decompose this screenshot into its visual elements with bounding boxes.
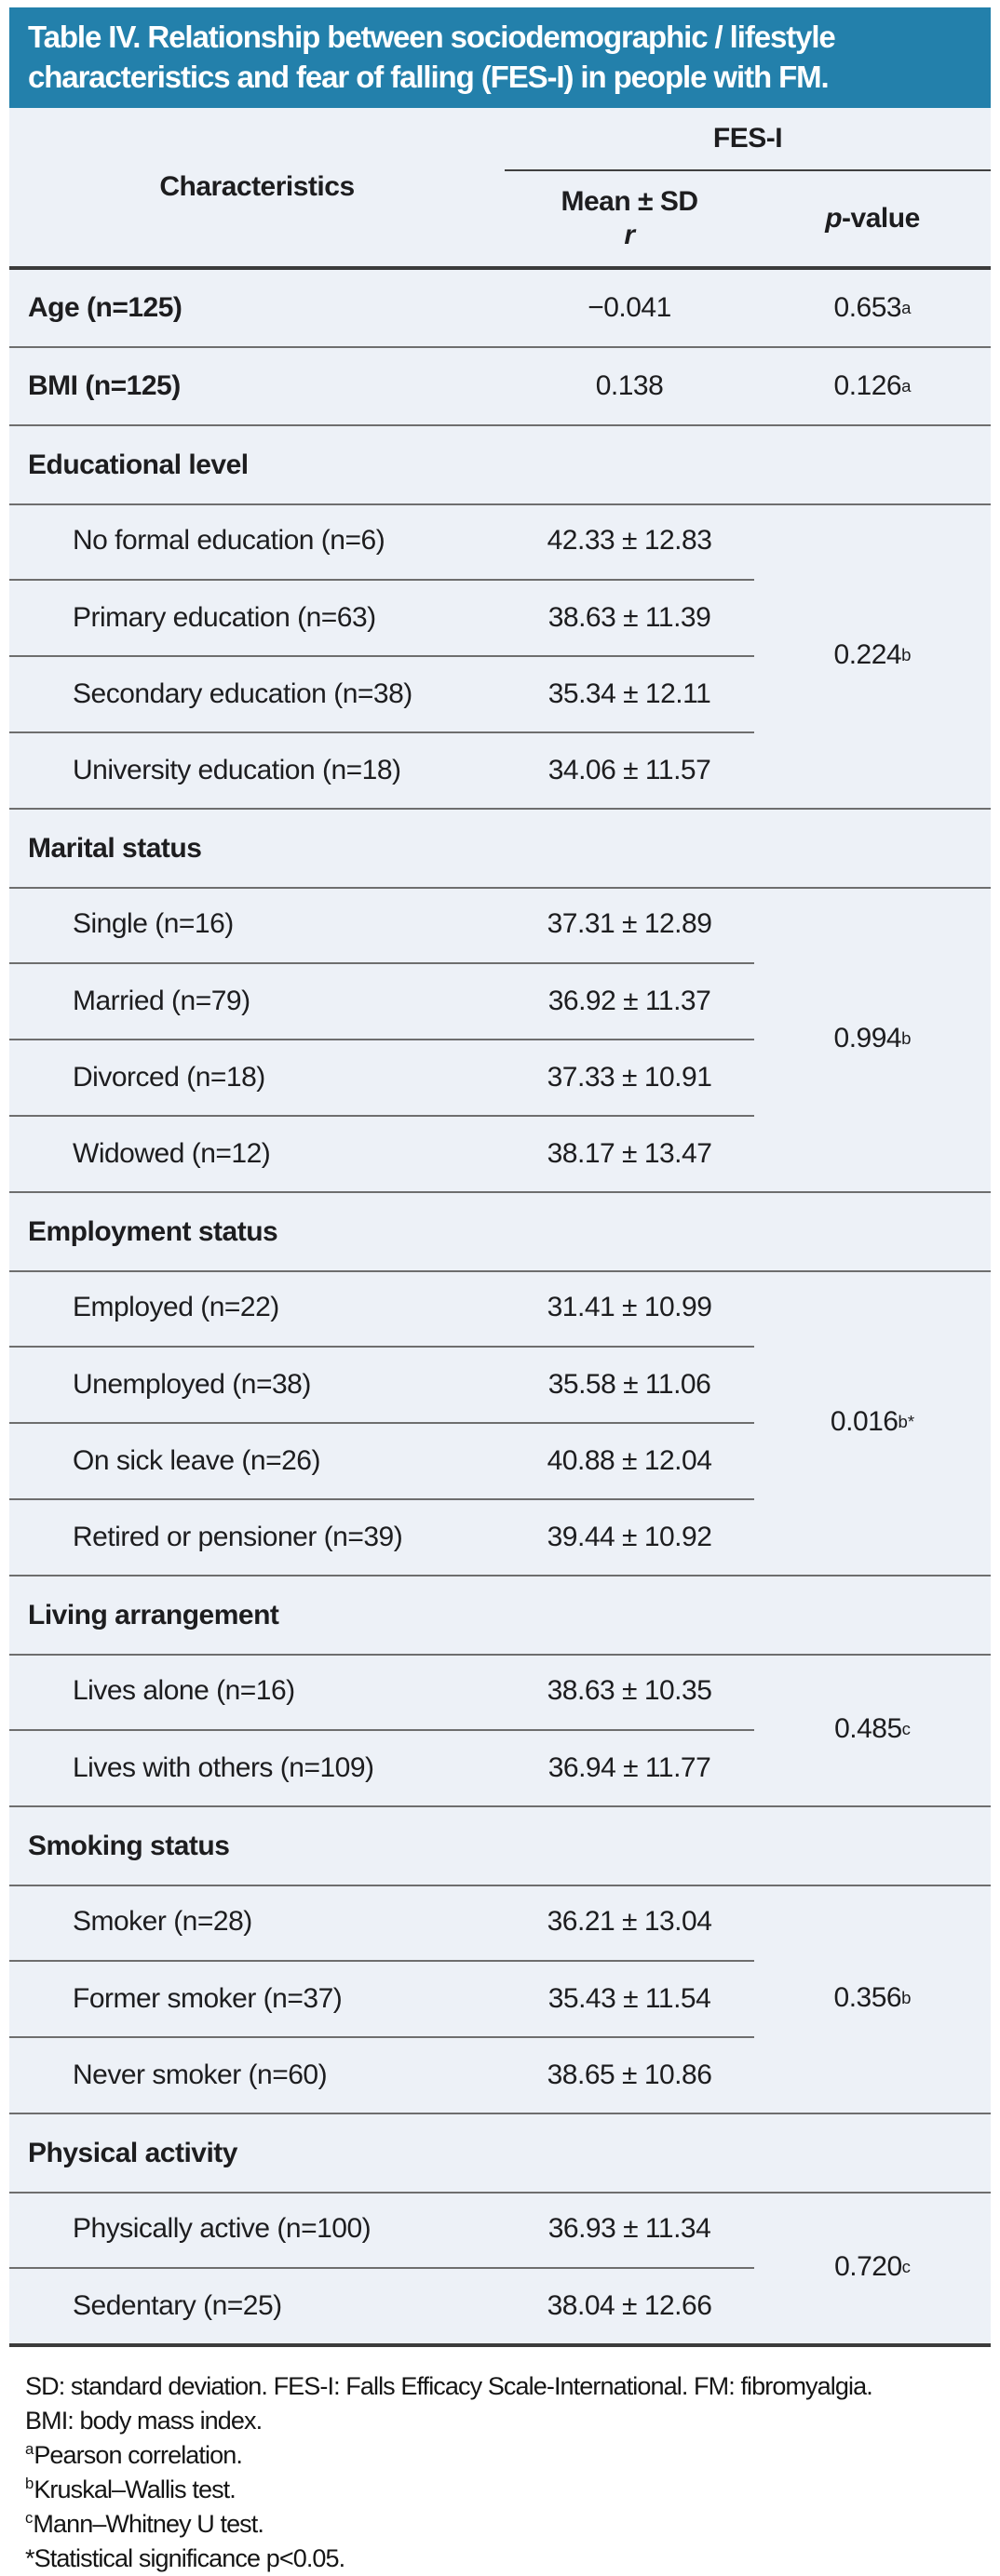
footnotes: SD: standard deviation. FES-I: Falls Eff…	[9, 2347, 991, 2576]
p-value-column-header: p -value	[754, 171, 991, 266]
p-italic: p	[825, 203, 843, 234]
mean-sd-value: 38.63 ± 10.35	[547, 1675, 712, 1706]
p-value: 0.994 b	[833, 1023, 912, 1053]
row-label: Lives alone (n=16)	[73, 1675, 295, 1706]
r-value: −0.041	[588, 292, 671, 323]
mean-sd-value: 36.21 ± 13.04	[547, 1906, 712, 1937]
section-header: Smoking status	[9, 1807, 991, 1886]
section-educational-level: Educational level No formal education (n…	[9, 424, 991, 808]
r-symbol: r	[624, 220, 635, 250]
section-marital-status: Marital status Single (n=16) 37.31 ± 12.…	[9, 808, 991, 1191]
section-header: Living arrangement	[9, 1576, 991, 1656]
mean-sd-value: 36.92 ± 11.37	[505, 962, 754, 1039]
row-label: Physically active (n=100)	[73, 2213, 372, 2244]
p-value: 0.356 b	[833, 1982, 912, 2013]
p-value: 0.720 c	[834, 2251, 911, 2282]
row-label: Widowed (n=12)	[9, 1115, 505, 1191]
row-label: Single (n=16)	[73, 908, 234, 939]
table-header: Characteristics FES-I Mean ± SD r p -valu…	[9, 108, 991, 266]
row-label: Secondary education (n=38)	[9, 655, 505, 731]
row-label: On sick leave (n=26)	[9, 1422, 505, 1498]
section-header: Physical activity	[9, 2114, 991, 2194]
p-value: 0.016 b*	[830, 1406, 915, 1437]
row-label: Smoker (n=28)	[73, 1906, 252, 1937]
mean-sd-value: 37.31 ± 12.89	[547, 908, 712, 939]
characteristics-column-header: Characteristics	[159, 171, 355, 202]
table-title-bar: Table IV. Relationship between sociodemo…	[9, 7, 991, 108]
mean-sd-value: 40.88 ± 12.04	[505, 1422, 754, 1498]
row-label: Never smoker (n=60)	[9, 2036, 505, 2113]
row-age: Age (n=125) −0.041 0.653 a	[9, 270, 991, 346]
section-header: Employment status	[9, 1193, 991, 1272]
section-living-arrangement: Living arrangement Lives alone (n=16) 38…	[9, 1575, 991, 1805]
mean-sd-value: 31.41 ± 10.99	[547, 1292, 712, 1322]
mean-sd-value: 38.17 ± 13.47	[505, 1115, 754, 1191]
mean-sd-value: 35.58 ± 11.06	[505, 1346, 754, 1422]
mean-sd-value: 36.94 ± 11.77	[505, 1729, 754, 1805]
row-label: Employed (n=22)	[73, 1292, 279, 1322]
r-value: 0.138	[595, 370, 664, 401]
mean-sd-label: Mean ± SD	[561, 186, 699, 217]
mean-sd-value: 35.34 ± 12.11	[505, 655, 754, 731]
table-title-line2: characteristics and fear of falling (FES…	[28, 60, 830, 94]
mean-sd-value: 34.06 ± 11.57	[505, 731, 754, 808]
row-label: Married (n=79)	[9, 962, 505, 1039]
row-label: University education (n=18)	[9, 731, 505, 808]
mean-sd-value: 39.44 ± 10.92	[505, 1498, 754, 1575]
row-label: Lives with others (n=109)	[9, 1729, 505, 1805]
section-header: Marital status	[9, 810, 991, 889]
fesi-subheaders: Mean ± SD r p -value	[505, 171, 991, 266]
row-label: BMI (n=125)	[28, 370, 181, 401]
fesi-header-group: FES-I Mean ± SD r p -value	[505, 108, 991, 266]
row-label: No formal education (n=6)	[73, 525, 385, 556]
data-table: Characteristics FES-I Mean ± SD r p -valu…	[9, 108, 991, 2347]
table-body: Age (n=125) −0.041 0.653 a BMI (n=125) 0.…	[9, 266, 991, 2343]
mean-sd-value: 42.33 ± 12.83	[547, 525, 712, 556]
section-header: Educational level	[9, 426, 991, 505]
row-label: Age (n=125)	[28, 292, 182, 323]
p-value: 0.653 a	[833, 292, 912, 323]
footnote: BMI: body mass index.	[25, 2407, 263, 2435]
section-physical-activity: Physical activity Physically active (n=1…	[9, 2113, 991, 2343]
mean-sd-value: 38.63 ± 11.39	[505, 579, 754, 655]
footnote: *Statistical significance p<0.05.	[25, 2544, 345, 2572]
mean-sd-value: 38.65 ± 10.86	[505, 2036, 754, 2113]
section-employment-status: Employment status Employed (n=22) 31.41 …	[9, 1191, 991, 1575]
mean-sd-value: 35.43 ± 11.54	[505, 1960, 754, 2036]
row-label: Retired or pensioner (n=39)	[9, 1498, 505, 1575]
row-label: Divorced (n=18)	[9, 1039, 505, 1115]
footnote: bKruskal–Wallis test.	[25, 2475, 236, 2503]
footnote: aPearson correlation.	[25, 2440, 243, 2469]
row-bmi: BMI (n=125) 0.138 0.126 a	[9, 346, 991, 424]
mean-sd-column-header: Mean ± SD r	[505, 171, 754, 266]
footnote: cMann–Whitney U test.	[25, 2509, 264, 2538]
row-label: Sedentary (n=25)	[9, 2267, 505, 2343]
footnote: SD: standard deviation. FES-I: Falls Eff…	[25, 2372, 873, 2400]
p-value: 0.485 c	[834, 1713, 911, 1744]
section-smoking-status: Smoking status Smoker (n=28) 36.21 ± 13.…	[9, 1805, 991, 2113]
p-value: 0.224 b	[833, 639, 912, 670]
row-label: Former smoker (n=37)	[9, 1960, 505, 2036]
p-value: 0.126 a	[833, 370, 912, 401]
row-label: Primary education (n=63)	[9, 579, 505, 655]
mean-sd-value: 36.93 ± 11.34	[547, 2213, 711, 2244]
mean-sd-value: 38.04 ± 12.66	[505, 2267, 754, 2343]
table-title-line1: Table IV. Relationship between sociodemo…	[28, 20, 836, 54]
mean-sd-value: 37.33 ± 10.91	[505, 1039, 754, 1115]
row-label: Unemployed (n=38)	[9, 1346, 505, 1422]
p-value-rest: -value	[842, 203, 920, 234]
fesi-group-label: FES-I	[505, 108, 991, 171]
